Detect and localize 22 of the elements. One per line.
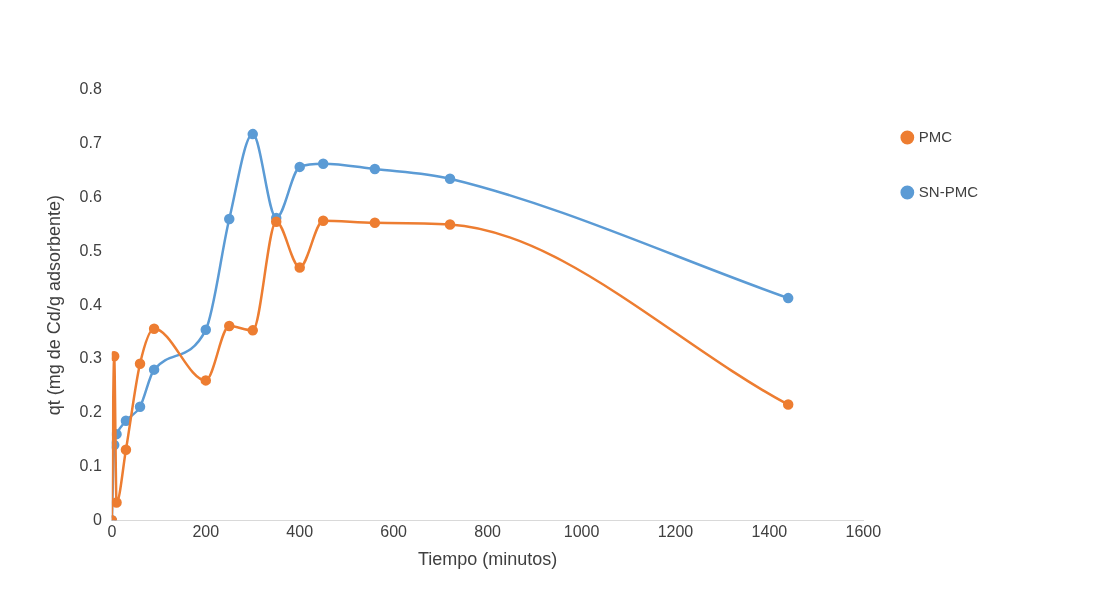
legend-label: PMC — [918, 127, 953, 145]
x-tick-label: 0 — [107, 523, 117, 541]
x-axis-title: Tiempo (minutos) — [417, 549, 558, 570]
x-tick-label: 1000 — [563, 523, 600, 541]
y-tick-label: 0.6 — [79, 187, 102, 205]
y-tick-label: 0.5 — [79, 241, 102, 259]
y-axis-title: qt (mg de Cd/g adsorbente) — [43, 195, 64, 416]
y-tick-label: 0.4 — [79, 295, 102, 313]
legend-label: SN-PMC — [918, 182, 979, 200]
y-tick-label: 0.2 — [79, 403, 102, 421]
x-tick-label: 400 — [286, 523, 314, 541]
x-tick-label: 1600 — [845, 523, 882, 541]
y-tick-label: 0.1 — [79, 456, 102, 474]
x-tick-label: 1200 — [657, 523, 694, 541]
x-tick-label: 1400 — [751, 523, 788, 541]
x-tick-label: 200 — [192, 523, 220, 541]
y-tick-label: 0.3 — [79, 349, 102, 367]
x-tick-label: 600 — [380, 523, 408, 541]
y-tick-label: 0.7 — [79, 134, 102, 152]
y-tick-label: 0.8 — [79, 80, 102, 98]
x-tick-label: 800 — [474, 523, 502, 541]
y-tick-label: 0 — [92, 510, 102, 528]
